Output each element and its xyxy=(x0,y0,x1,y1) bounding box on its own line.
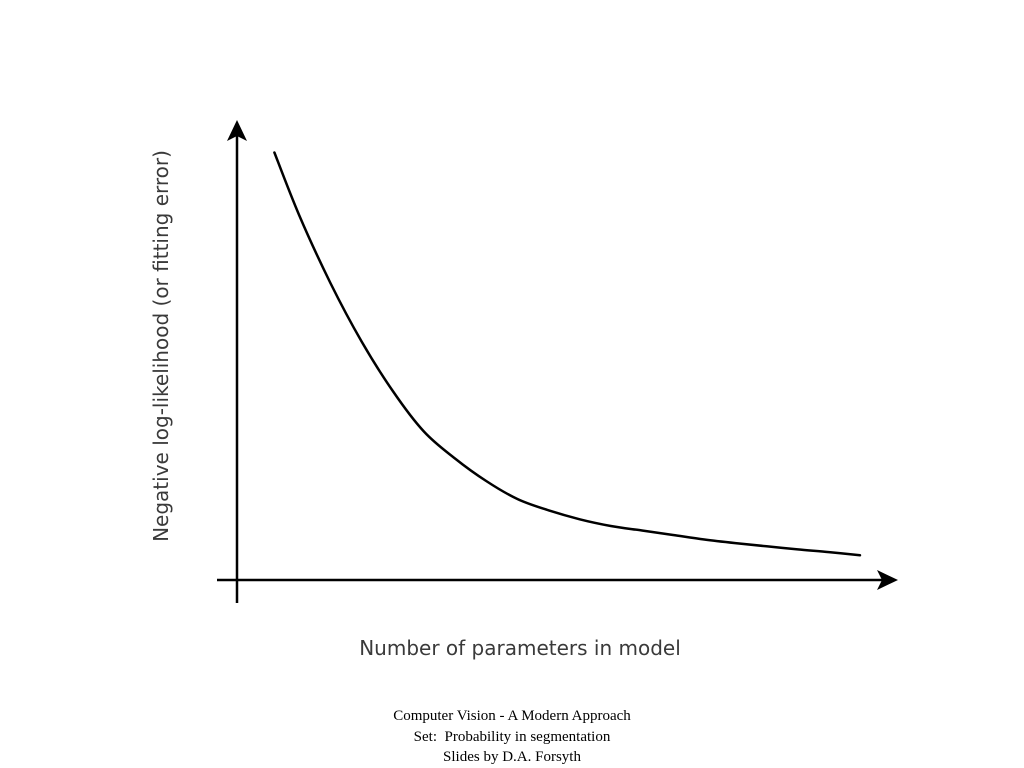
y-axis-label: Negative log-likelihood (or fitting erro… xyxy=(149,150,173,542)
footer-line-1: Computer Vision - A Modern Approach xyxy=(393,708,631,724)
footer-line-3: Slides by D.A. Forsyth xyxy=(443,749,581,765)
series-line xyxy=(273,151,862,557)
x-axis-label: Number of parameters in model xyxy=(359,636,681,660)
footer-line-2: Set: Probability in segmentation xyxy=(413,728,611,745)
x-axis-arrowhead xyxy=(877,570,898,590)
y-axis-arrowhead xyxy=(227,120,247,141)
slide-footer: Computer Vision - A Modern Approach Set:… xyxy=(0,706,1024,768)
